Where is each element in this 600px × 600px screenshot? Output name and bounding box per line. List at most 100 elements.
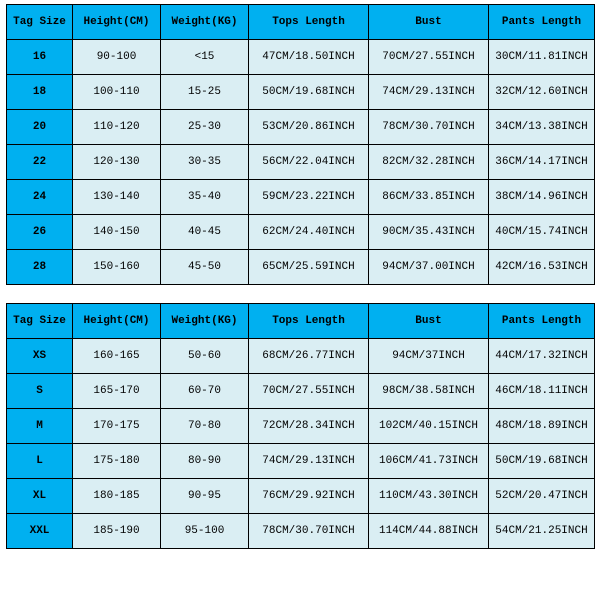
cell-pants: 30CM/11.81INCH	[489, 40, 595, 75]
col-header-bust: Bust	[369, 5, 489, 40]
cell-bust: 110CM/43.30INCH	[369, 479, 489, 514]
cell-pants: 54CM/21.25INCH	[489, 514, 595, 549]
tag-cell: XL	[7, 479, 73, 514]
col-header-pants: Pants Length	[489, 5, 595, 40]
tag-cell: L	[7, 444, 73, 479]
cell-pants: 32CM/12.60INCH	[489, 75, 595, 110]
cell-tops: 74CM/29.13INCH	[249, 444, 369, 479]
table-row: XL180-18590-9576CM/29.92INCH110CM/43.30I…	[7, 479, 595, 514]
tag-cell: 16	[7, 40, 73, 75]
cell-height: 90-100	[73, 40, 161, 75]
cell-height: 110-120	[73, 110, 161, 145]
cell-bust: 82CM/32.28INCH	[369, 145, 489, 180]
tag-cell: 28	[7, 250, 73, 285]
cell-tops: 70CM/27.55INCH	[249, 374, 369, 409]
cell-pants: 50CM/19.68INCH	[489, 444, 595, 479]
cell-weight: 50-60	[161, 339, 249, 374]
cell-height: 185-190	[73, 514, 161, 549]
table-row: M170-17570-8072CM/28.34INCH102CM/40.15IN…	[7, 409, 595, 444]
cell-height: 100-110	[73, 75, 161, 110]
table-row: 1690-100<1547CM/18.50INCH70CM/27.55INCH3…	[7, 40, 595, 75]
tag-cell: 20	[7, 110, 73, 145]
cell-weight: 15-25	[161, 75, 249, 110]
cell-bust: 90CM/35.43INCH	[369, 215, 489, 250]
cell-bust: 102CM/40.15INCH	[369, 409, 489, 444]
cell-weight: 70-80	[161, 409, 249, 444]
cell-height: 120-130	[73, 145, 161, 180]
cell-tops: 59CM/23.22INCH	[249, 180, 369, 215]
size-table-1: Tag SizeHeight(CM)Weight(KG)Tops LengthB…	[6, 303, 595, 549]
cell-tops: 68CM/26.77INCH	[249, 339, 369, 374]
tag-cell: 18	[7, 75, 73, 110]
size-chart-wrap: Tag SizeHeight(CM)Weight(KG)Tops LengthB…	[0, 0, 600, 553]
cell-weight: <15	[161, 40, 249, 75]
cell-tops: 47CM/18.50INCH	[249, 40, 369, 75]
table-row: 18100-11015-2550CM/19.68INCH74CM/29.13IN…	[7, 75, 595, 110]
table-row: 20110-12025-3053CM/20.86INCH78CM/30.70IN…	[7, 110, 595, 145]
tag-cell: XS	[7, 339, 73, 374]
col-header-tops: Tops Length	[249, 304, 369, 339]
cell-height: 175-180	[73, 444, 161, 479]
cell-bust: 114CM/44.88INCH	[369, 514, 489, 549]
table-row: L175-18080-9074CM/29.13INCH106CM/41.73IN…	[7, 444, 595, 479]
tag-cell: S	[7, 374, 73, 409]
cell-weight: 30-35	[161, 145, 249, 180]
cell-bust: 94CM/37.00INCH	[369, 250, 489, 285]
cell-tops: 50CM/19.68INCH	[249, 75, 369, 110]
cell-weight: 60-70	[161, 374, 249, 409]
cell-tops: 53CM/20.86INCH	[249, 110, 369, 145]
table-row: XXL185-19095-10078CM/30.70INCH114CM/44.8…	[7, 514, 595, 549]
tag-cell: XXL	[7, 514, 73, 549]
tag-cell: M	[7, 409, 73, 444]
cell-tops: 76CM/29.92INCH	[249, 479, 369, 514]
cell-pants: 44CM/17.32INCH	[489, 339, 595, 374]
cell-weight: 45-50	[161, 250, 249, 285]
col-header-weight: Weight(KG)	[161, 5, 249, 40]
tag-cell: 22	[7, 145, 73, 180]
cell-pants: 48CM/18.89INCH	[489, 409, 595, 444]
cell-weight: 25-30	[161, 110, 249, 145]
table-row: 26140-15040-4562CM/24.40INCH90CM/35.43IN…	[7, 215, 595, 250]
cell-height: 180-185	[73, 479, 161, 514]
size-table-0: Tag SizeHeight(CM)Weight(KG)Tops LengthB…	[6, 4, 595, 285]
cell-pants: 42CM/16.53INCH	[489, 250, 595, 285]
col-header-pants: Pants Length	[489, 304, 595, 339]
cell-bust: 98CM/38.58INCH	[369, 374, 489, 409]
cell-bust: 86CM/33.85INCH	[369, 180, 489, 215]
cell-weight: 35-40	[161, 180, 249, 215]
table-row: 28150-16045-5065CM/25.59INCH94CM/37.00IN…	[7, 250, 595, 285]
cell-tops: 78CM/30.70INCH	[249, 514, 369, 549]
table-row: XS160-16550-6068CM/26.77INCH94CM/37INCH4…	[7, 339, 595, 374]
cell-height: 140-150	[73, 215, 161, 250]
cell-tops: 56CM/22.04INCH	[249, 145, 369, 180]
cell-pants: 40CM/15.74INCH	[489, 215, 595, 250]
cell-pants: 34CM/13.38INCH	[489, 110, 595, 145]
cell-tops: 72CM/28.34INCH	[249, 409, 369, 444]
cell-weight: 80-90	[161, 444, 249, 479]
cell-pants: 52CM/20.47INCH	[489, 479, 595, 514]
cell-height: 130-140	[73, 180, 161, 215]
table-gap	[6, 285, 594, 303]
cell-weight: 90-95	[161, 479, 249, 514]
cell-pants: 46CM/18.11INCH	[489, 374, 595, 409]
tag-cell: 26	[7, 215, 73, 250]
cell-height: 160-165	[73, 339, 161, 374]
col-header-tag: Tag Size	[7, 5, 73, 40]
cell-bust: 74CM/29.13INCH	[369, 75, 489, 110]
cell-weight: 95-100	[161, 514, 249, 549]
cell-tops: 65CM/25.59INCH	[249, 250, 369, 285]
cell-height: 170-175	[73, 409, 161, 444]
table-row: 24130-14035-4059CM/23.22INCH86CM/33.85IN…	[7, 180, 595, 215]
cell-weight: 40-45	[161, 215, 249, 250]
table-row: 22120-13030-3556CM/22.04INCH82CM/32.28IN…	[7, 145, 595, 180]
col-header-height: Height(CM)	[73, 5, 161, 40]
cell-bust: 106CM/41.73INCH	[369, 444, 489, 479]
cell-height: 150-160	[73, 250, 161, 285]
cell-bust: 70CM/27.55INCH	[369, 40, 489, 75]
col-header-bust: Bust	[369, 304, 489, 339]
table-row: S165-17060-7070CM/27.55INCH98CM/38.58INC…	[7, 374, 595, 409]
cell-tops: 62CM/24.40INCH	[249, 215, 369, 250]
cell-pants: 36CM/14.17INCH	[489, 145, 595, 180]
tag-cell: 24	[7, 180, 73, 215]
cell-pants: 38CM/14.96INCH	[489, 180, 595, 215]
